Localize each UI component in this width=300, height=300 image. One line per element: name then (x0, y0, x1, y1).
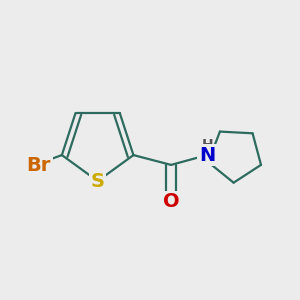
Text: Br: Br (27, 156, 51, 175)
Text: N: N (199, 146, 215, 165)
Text: O: O (163, 192, 179, 212)
Text: S: S (91, 172, 105, 190)
Text: H: H (202, 138, 214, 152)
